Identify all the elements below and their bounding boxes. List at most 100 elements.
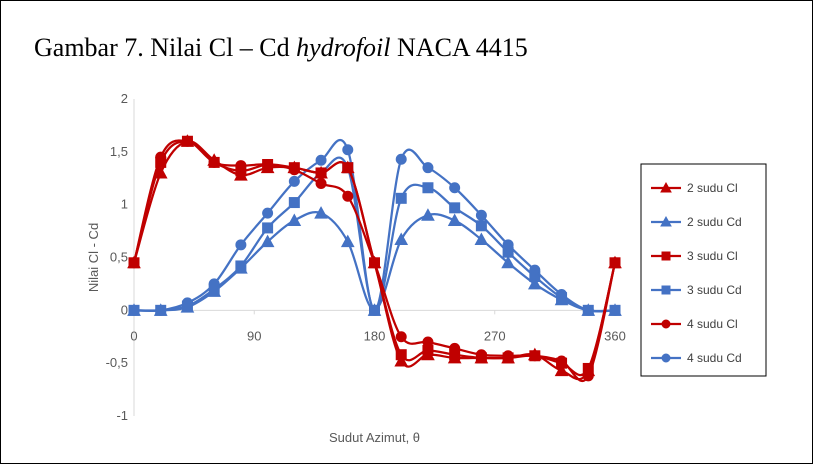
caption-suffix: NACA 4415	[390, 33, 528, 62]
data-point-4-sudu-cd	[449, 182, 461, 194]
data-point-4-sudu-cl	[369, 257, 380, 269]
data-point-4-sudu-cd	[556, 288, 568, 300]
data-point-4-sudu-cl	[262, 159, 274, 171]
series-line-4-sudu-cd	[133, 139, 616, 313]
data-point-4-sudu-cd	[502, 239, 514, 251]
data-point-2-sudu-cd	[287, 213, 302, 227]
data-point-3-sudu-cl	[342, 162, 354, 174]
y-tick-label: 1	[121, 197, 128, 212]
x-tick-label: 0	[130, 328, 137, 343]
data-point-2-sudu-cd	[527, 276, 542, 290]
data-point-4-sudu-cd	[235, 239, 247, 251]
data-point-2-sudu-cd	[421, 208, 435, 221]
data-point-4-sudu-cl	[449, 342, 461, 354]
legend-marker-4-sudu-cl	[661, 319, 671, 329]
data-point-4-sudu-cd	[262, 207, 274, 219]
data-point-3-sudu-cd	[262, 222, 274, 234]
series-4-sudu-cl	[128, 135, 621, 383]
legend-marker-3-sudu-cl	[661, 251, 671, 261]
data-point-3-sudu-cl	[315, 167, 327, 179]
y-tick-label: 1,5	[110, 144, 128, 159]
data-point-3-sudu-cd	[475, 220, 487, 232]
caption-italic: hydrofoil	[296, 33, 391, 62]
data-point-4-sudu-cd	[609, 304, 621, 316]
x-tick-label: 90	[247, 328, 261, 343]
legend-label-4-sudu-cd: 4 sudu Cd	[687, 351, 742, 365]
legend-box	[640, 163, 767, 377]
data-point-4-sudu-cd	[342, 144, 354, 156]
data-point-4-sudu-cd	[128, 304, 140, 316]
data-point-2-sudu-cd	[474, 232, 489, 246]
legend-marker-2-sudu-cd	[660, 215, 672, 227]
data-point-3-sudu-cd	[422, 182, 434, 194]
legend-label-4-sudu-cl: 4 sudu Cl	[687, 317, 738, 331]
legend-item-4-sudu-cl: 4 sudu Cl	[651, 317, 738, 331]
data-point-2-sudu-cl	[554, 363, 569, 377]
caption-prefix: Gambar 7. Nilai Cl – Cd	[34, 33, 297, 62]
data-point-4-sudu-cl	[288, 164, 300, 176]
legend: 2 sudu Cl 2 sudu Cd 3 sudu Cl 3 sudu Cd 4 su…	[640, 163, 767, 377]
data-point-2-sudu-cd	[314, 206, 328, 219]
x-tick-label: 270	[484, 328, 506, 343]
data-point-3-sudu-cd	[235, 260, 247, 272]
data-point-2-sudu-cd	[340, 234, 355, 248]
y-axis-title: Nilai Cl - Cd	[86, 223, 101, 292]
figure-caption: Gambar 7. Nilai Cl – Cd hydrofoil NACA 4…	[34, 35, 528, 61]
legend-item-3-sudu-cl: 3 sudu Cl	[651, 249, 738, 263]
series-layer	[127, 134, 622, 383]
data-point-4-sudu-cd	[582, 304, 594, 316]
data-point-4-sudu-cl	[556, 355, 568, 367]
x-tick-label: 180	[364, 328, 386, 343]
data-point-2-sudu-cl	[394, 354, 409, 367]
legend-item-3-sudu-cd: 3 sudu Cd	[651, 283, 742, 297]
data-point-2-sudu-cd	[447, 213, 462, 227]
data-point-3-sudu-cd	[288, 197, 300, 209]
data-point-4-sudu-cd	[422, 162, 434, 174]
data-point-4-sudu-cl	[315, 178, 327, 190]
data-point-2-sudu-cd	[394, 232, 409, 246]
legend-item-4-sudu-cd: 4 sudu Cd	[651, 351, 742, 365]
legend-marker-2-sudu-cl	[660, 181, 672, 193]
data-point-4-sudu-cd	[529, 264, 541, 276]
data-point-4-sudu-cl	[208, 156, 220, 168]
data-point-4-sudu-cl	[422, 336, 434, 348]
legend-label-3-sudu-cl: 3 sudu Cl	[687, 249, 738, 263]
data-point-4-sudu-cd	[155, 304, 167, 316]
legend-label-2-sudu-cl: 2 sudu Cl	[687, 181, 738, 195]
data-point-4-sudu-cd	[395, 153, 407, 165]
y-tick-label: 2	[121, 91, 128, 106]
data-point-3-sudu-cl	[395, 349, 407, 361]
data-point-4-sudu-cd	[475, 209, 487, 221]
data-point-4-sudu-cl	[128, 257, 140, 269]
legend-label-3-sudu-cd: 3 sudu Cd	[687, 283, 742, 297]
y-tick-label: 0	[121, 302, 128, 317]
data-point-2-sudu-cd	[260, 234, 275, 248]
data-point-4-sudu-cl	[475, 349, 487, 361]
data-point-4-sudu-cl	[395, 331, 407, 343]
series-4-sudu-cd	[128, 139, 621, 316]
data-point-4-sudu-cl	[582, 370, 594, 382]
data-point-4-sudu-cl	[609, 257, 621, 269]
legend-label-2-sudu-cd: 2 sudu Cd	[687, 215, 742, 229]
x-axis-title: Sudut Azimut, θ	[329, 430, 420, 445]
data-point-4-sudu-cl	[502, 350, 514, 362]
legend-item-2-sudu-cl: 2 sudu Cl	[651, 181, 738, 195]
legend-item-2-sudu-cd: 2 sudu Cd	[651, 215, 742, 229]
data-point-4-sudu-cd	[208, 278, 220, 290]
data-point-4-sudu-cd	[181, 297, 193, 309]
data-point-4-sudu-cl	[181, 135, 193, 147]
data-point-4-sudu-cl	[529, 350, 541, 362]
data-point-3-sudu-cd	[395, 192, 407, 204]
y-tick-label: -1	[116, 408, 128, 423]
data-point-4-sudu-cd	[315, 154, 327, 166]
x-tick-label: 360	[604, 328, 626, 343]
data-point-3-sudu-cd	[449, 202, 461, 214]
legend-marker-3-sudu-cd	[661, 285, 671, 295]
legend-marker-4-sudu-cd	[661, 353, 671, 363]
y-tick-label: -0,5	[106, 355, 128, 370]
data-point-2-sudu-cd	[501, 255, 515, 269]
data-point-4-sudu-cd	[369, 304, 380, 316]
data-point-4-sudu-cl	[155, 151, 167, 163]
data-point-4-sudu-cl	[342, 190, 354, 202]
